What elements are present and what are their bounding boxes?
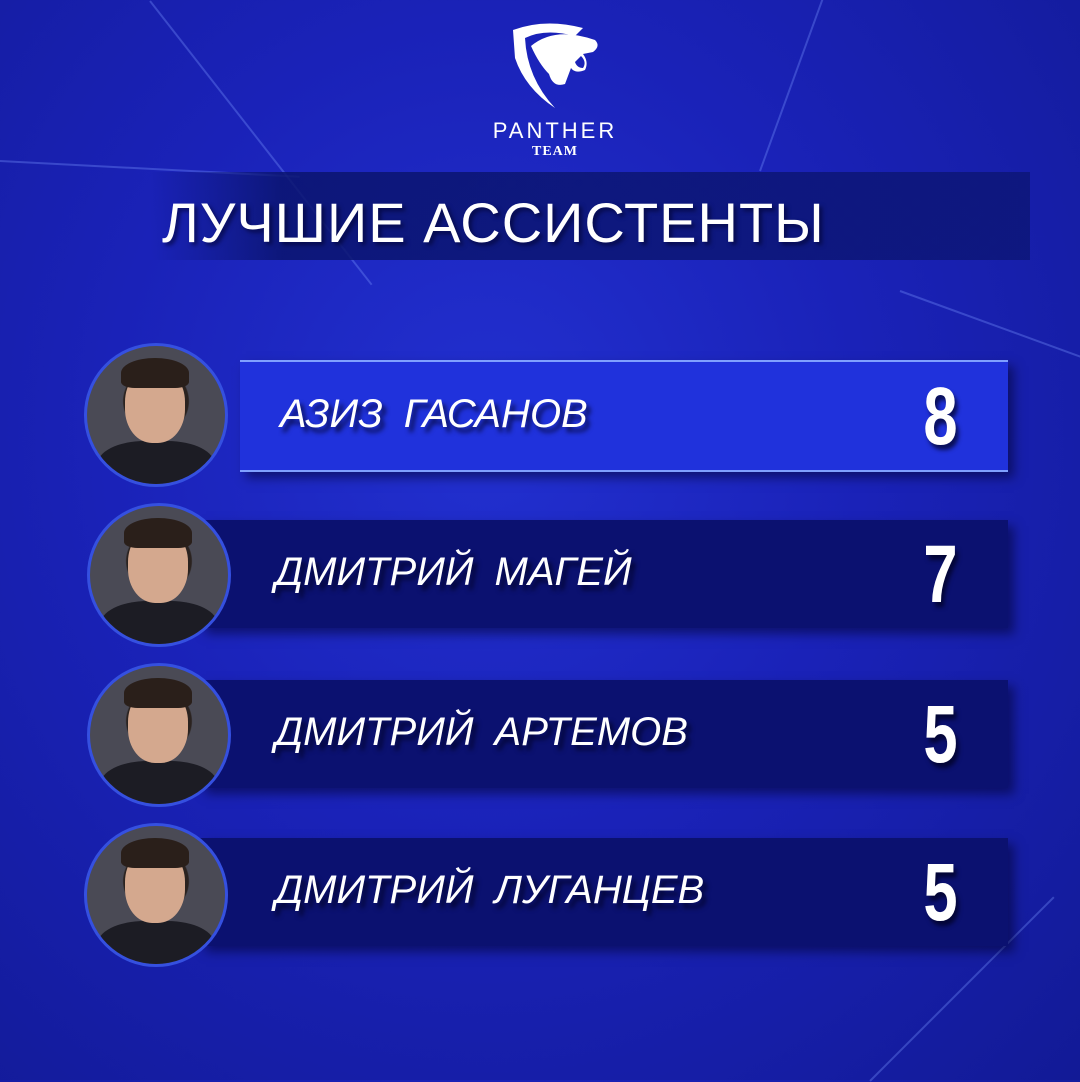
assist-count: 8 (923, 371, 958, 462)
player-photo (84, 343, 228, 487)
team-logo: PANTHER TEAM (490, 18, 620, 168)
player-row: ДМИТРИЙ МАГЕЙ 7 (200, 520, 1008, 628)
panther-shield-icon (513, 23, 598, 108)
player-row: ДМИТРИЙ АРТЕМОВ 5 (200, 680, 1008, 788)
player-photo (84, 823, 228, 967)
player-name: ДМИТРИЙ ЛУГАНЦЕВ (275, 868, 705, 912)
player-name: ДМИТРИЙ МАГЕЙ (275, 550, 632, 594)
player-photo (87, 663, 231, 807)
background-streak (759, 0, 830, 172)
assist-count: 7 (923, 529, 958, 620)
title-banner (150, 172, 1030, 260)
brand-name: PANTHER (492, 118, 618, 143)
player-row: АЗИЗ ГАСАНОВ 8 (240, 360, 1008, 472)
background-streak (899, 290, 1080, 361)
player-name: АЗИЗ ГАСАНОВ (280, 392, 588, 436)
player-row: ДМИТРИЙ ЛУГАНЦЕВ 5 (200, 838, 1008, 946)
player-name: ДМИТРИЙ АРТЕМОВ (275, 710, 688, 754)
assist-count: 5 (923, 689, 958, 780)
player-photo (87, 503, 231, 647)
brand-subtitle: TEAM (532, 144, 578, 159)
assist-count: 5 (923, 847, 958, 938)
page-title: ЛУЧШИЕ АССИСТЕНТЫ (162, 191, 825, 254)
